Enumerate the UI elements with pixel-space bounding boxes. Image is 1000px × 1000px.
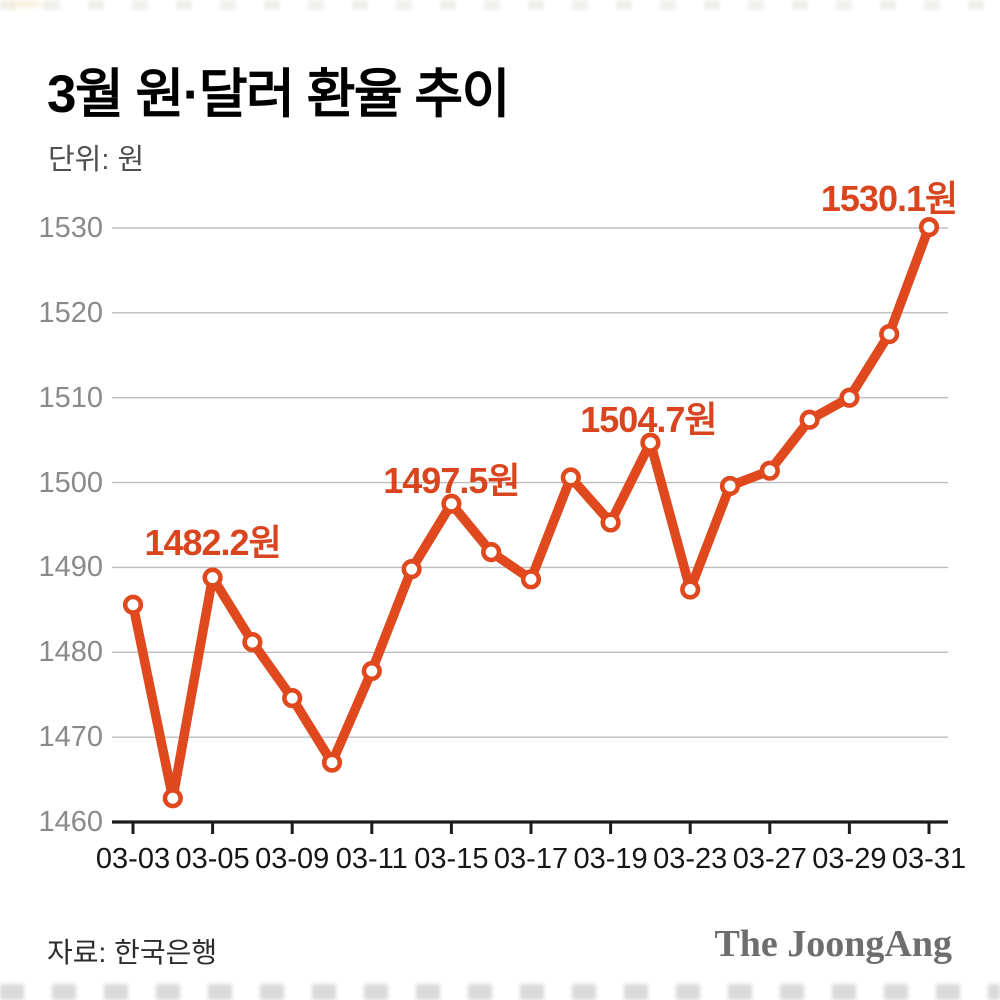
value-annotation-1530.1원: 1530.1원 — [820, 178, 958, 220]
data-point-5 — [321, 752, 343, 773]
data-point-19 — [879, 323, 900, 345]
data-point-9 — [481, 542, 502, 563]
data-point-0 — [122, 594, 144, 615]
data-point-6 — [361, 660, 382, 682]
unit-label: 단위: 원 — [48, 144, 145, 176]
chart-title: 3월 원·달러 환율 추이 — [47, 65, 510, 124]
x-tick-label-03-31: 03-31 — [891, 843, 967, 875]
y-tick-label-1460: 1460 — [38, 806, 103, 838]
publisher-logo: The JoongAng — [714, 923, 952, 965]
data-point-11 — [560, 467, 581, 488]
data-point-2 — [202, 567, 223, 588]
data-point-7 — [401, 559, 422, 580]
data-point-17 — [799, 409, 820, 430]
data-point-10 — [520, 569, 542, 590]
data-point-1 — [162, 788, 183, 809]
x-tick-label-03-19: 03-19 — [573, 843, 648, 875]
x-tick-label-03-11: 03-11 — [335, 843, 408, 875]
y-tick-label-1510: 1510 — [38, 381, 103, 414]
data-point-18 — [839, 387, 860, 408]
data-point-14 — [680, 579, 701, 600]
y-tick-label-1490: 1490 — [38, 551, 103, 584]
value-annotation-1504.7원: 1504.7원 — [580, 398, 717, 440]
x-tick-label-03-09: 03-09 — [255, 843, 330, 875]
value-annotation-1497.5원: 1497.5원 — [383, 459, 520, 501]
x-tick-label-03-23: 03-23 — [653, 843, 728, 875]
x-tick-label-03-03: 03-03 — [95, 843, 171, 875]
data-point-20 — [918, 217, 940, 238]
y-tick-label-1480: 1480 — [38, 636, 103, 669]
data-point-4 — [282, 688, 303, 709]
x-tick-label-03-15: 03-15 — [414, 843, 489, 875]
y-tick-label-1520: 1520 — [38, 296, 103, 329]
x-tick-label-03-29: 03-29 — [812, 843, 887, 875]
data-point-13 — [640, 432, 661, 453]
data-point-12 — [600, 512, 621, 533]
source-credit: 자료: 한국은행 — [47, 937, 218, 968]
data-point-15 — [719, 475, 741, 497]
y-tick-label-1500: 1500 — [38, 466, 103, 499]
y-tick-label-1530: 1530 — [38, 212, 103, 244]
x-tick-label-03-17: 03-17 — [493, 843, 569, 875]
x-tick-label-03-05: 03-05 — [175, 843, 250, 875]
y-tick-label-1470: 1470 — [38, 721, 103, 754]
x-tick-label-03-27: 03-27 — [732, 843, 807, 875]
data-point-16 — [759, 460, 780, 481]
value-annotation-1482.2원: 1482.2원 — [144, 521, 281, 563]
data-point-3 — [242, 632, 263, 653]
data-point-8 — [441, 493, 462, 514]
